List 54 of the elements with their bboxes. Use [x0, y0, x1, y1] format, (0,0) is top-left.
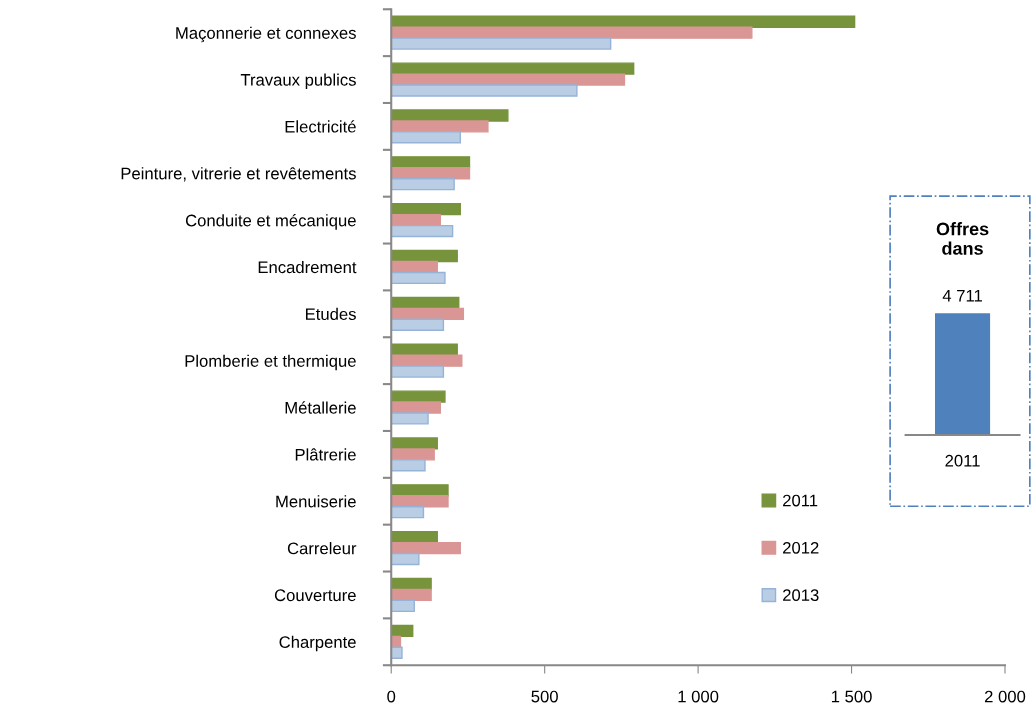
- chart-title: Offres dans: [936, 222, 989, 255]
- bar: [391, 624, 414, 638]
- y-tick-label: Plomberie et thermique: [185, 354, 356, 371]
- legend-label: 2013: [783, 589, 819, 602]
- bar: [391, 109, 509, 122]
- bar: [391, 73, 626, 86]
- bar: [391, 167, 471, 180]
- bar: [391, 401, 442, 414]
- bar: [391, 495, 449, 508]
- bar: [391, 307, 465, 320]
- y-tick-label: Etudes: [305, 307, 356, 321]
- x-tick-label: 1 500: [831, 690, 872, 703]
- bar: [391, 588, 432, 602]
- x-tick-label: 2 000: [984, 690, 1026, 703]
- bar: [391, 646, 403, 659]
- bar: [391, 318, 445, 331]
- x-tick-label: 500: [531, 690, 558, 703]
- bar: [391, 271, 446, 285]
- x-tick-label: 1 000: [678, 690, 719, 703]
- bar: [391, 412, 429, 425]
- y-tick-label: Carreleur: [287, 542, 357, 555]
- bar: [391, 62, 635, 75]
- bar: [391, 390, 446, 403]
- bar: [391, 203, 461, 216]
- x-tick-label: 0: [387, 690, 396, 703]
- bar: [391, 178, 455, 191]
- y-tick-label: Plâtrerie: [295, 448, 356, 461]
- bar: [391, 459, 426, 472]
- data-label: 4 711: [942, 289, 982, 302]
- bar: [391, 37, 612, 50]
- bar: [391, 120, 489, 133]
- y-tick-label: Conduite et mécanique: [185, 213, 356, 230]
- y-tick-label: Travaux publics: [240, 73, 356, 90]
- y-tick-label: Métallerie: [285, 401, 356, 414]
- y-tick-label: Couverture: [274, 589, 356, 602]
- bar: [391, 365, 445, 378]
- y-tick-label: Encadrement: [258, 260, 357, 274]
- bar: [391, 249, 458, 263]
- y-tick-label: Maçonnerie et connexes: [176, 26, 356, 43]
- bar: [391, 448, 435, 461]
- y-tick-label: Menuiserie: [276, 495, 356, 508]
- bar: [391, 506, 425, 519]
- bar: [391, 15, 856, 28]
- legend-label: 2012: [783, 541, 819, 554]
- bar: [391, 224, 454, 238]
- y-tick-label: Charpente: [279, 635, 356, 652]
- y-tick-label: Electricité: [285, 120, 356, 133]
- y-tick-label: Peinture, vitrerie et revêtements: [121, 167, 356, 182]
- bar: [391, 599, 415, 613]
- bar: [391, 541, 461, 555]
- bar: [391, 552, 420, 566]
- bar: [391, 84, 578, 97]
- legend-label: 2011: [783, 494, 818, 507]
- bar: [391, 131, 461, 144]
